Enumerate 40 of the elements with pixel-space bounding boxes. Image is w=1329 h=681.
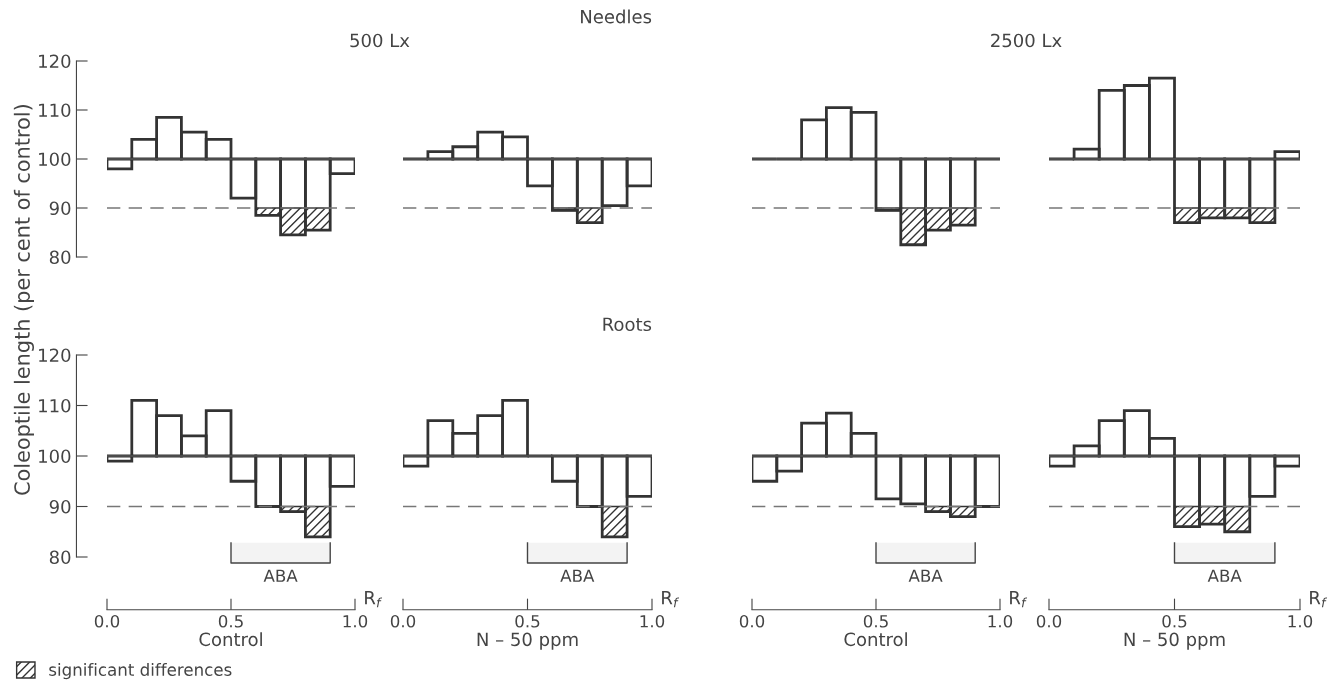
y-tick-label: 90 [49, 499, 71, 514]
y-tick-label: 100 [39, 152, 71, 167]
chart-subtitle: 2500 Lx [991, 33, 1062, 48]
text: R$_{f}$ [1010, 591, 1028, 608]
chart-title: Roots [603, 317, 652, 332]
y-tick-label: 120 [39, 54, 71, 69]
x-tick-label: 0.0 [739, 614, 765, 628]
x-tick-label: 1.0 [988, 614, 1013, 628]
y-tick-label: 90 [49, 201, 71, 216]
y-tick-label: 80 [49, 250, 71, 265]
y-tick-label: 100 [39, 449, 71, 464]
x-axis-title: Control [844, 632, 907, 647]
x-tick-label: 0.5 [218, 614, 243, 628]
y-tick-label: 120 [39, 348, 71, 363]
x-tick-label: 0.0 [94, 614, 120, 628]
chart-subtitle: 500 Lx [350, 33, 410, 48]
y-tick-label: 80 [49, 550, 71, 565]
x-axis-title: N – 50 ppm [1124, 632, 1225, 650]
y-tick-label: 110 [39, 103, 71, 118]
x-tick-label: 1.0 [1288, 614, 1313, 628]
x-tick-label: 0.5 [863, 614, 888, 628]
x-tick-label: 1.0 [343, 614, 368, 628]
x-axis-title: Control [199, 632, 262, 647]
band-label: ABA [1207, 569, 1242, 582]
y-tick-label: 110 [39, 398, 71, 413]
text: R$_{f}$ [1310, 591, 1328, 608]
x-axis-title: N – 50 ppm [477, 632, 578, 650]
x-tick-label: 0.0 [1036, 614, 1062, 628]
x-tick-label: 1.0 [640, 614, 665, 628]
band-label: ABA [263, 569, 298, 582]
text: R$_{f}$ [662, 591, 680, 608]
band-label: ABA [908, 569, 943, 582]
band-label: ABA [560, 569, 595, 582]
text: significant differences [49, 663, 232, 680]
chart-title: Needles [581, 9, 652, 24]
x-tick-label: 0.0 [390, 614, 416, 628]
y-axis-title: Coleoptile length (per cent of control) [13, 105, 34, 495]
x-tick-label: 0.5 [515, 614, 540, 628]
x-tick-label: 0.5 [1162, 614, 1187, 628]
text: R$_{f}$ [365, 591, 383, 608]
